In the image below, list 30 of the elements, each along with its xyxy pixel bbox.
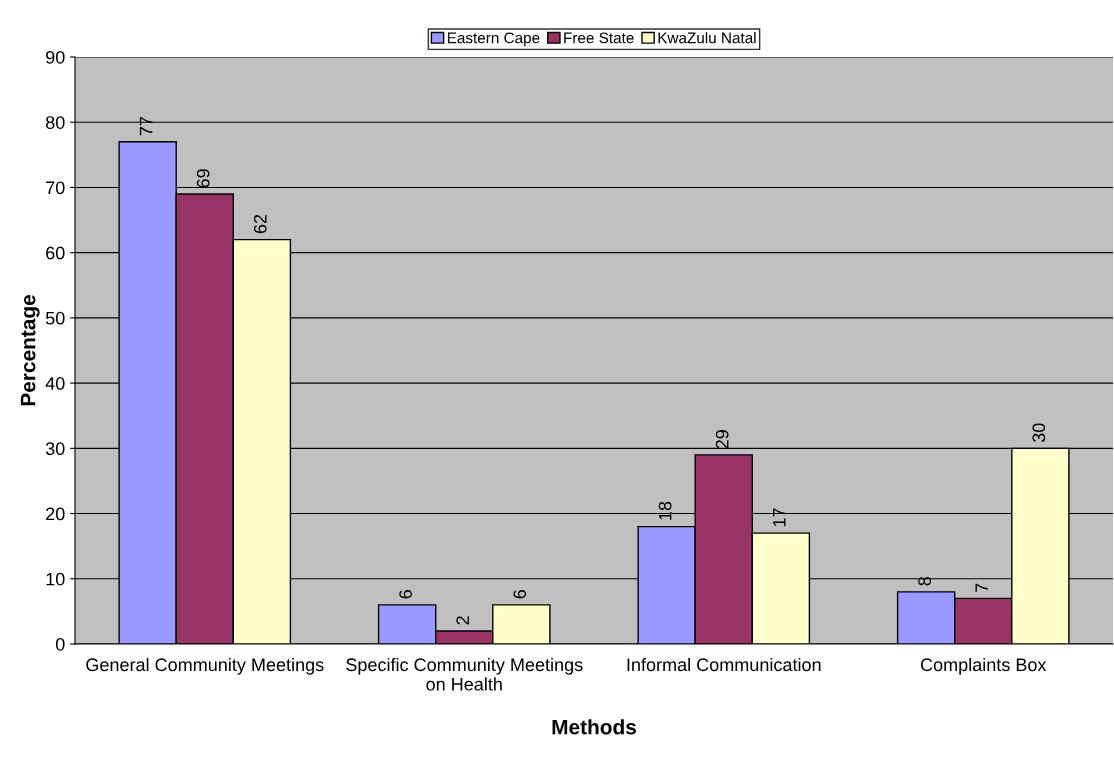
legend-label: KwaZulu Natal — [658, 32, 756, 44]
y-axis-title: Percentage — [20, 295, 40, 406]
data-label: 7 — [975, 583, 988, 592]
y-tick-label: 10 — [46, 572, 65, 586]
data-label: 29 — [715, 430, 729, 449]
data-label: 8 — [918, 577, 932, 586]
data-label: 69 — [196, 169, 210, 188]
data-label: 6 — [399, 590, 413, 599]
data-label: 18 — [658, 501, 672, 520]
y-tick-label: 50 — [45, 311, 65, 325]
data-label: 77 — [139, 117, 153, 136]
y-tick-label: 60 — [46, 246, 65, 260]
y-tick-label: 0 — [55, 637, 65, 651]
data-label: 30 — [1032, 423, 1046, 443]
y-tick-label: 30 — [45, 442, 65, 456]
data-label: 6 — [513, 590, 527, 599]
x-tick-label: Informal Communication — [627, 657, 821, 672]
data-label: 2 — [456, 616, 469, 625]
legend-label: Free State — [564, 32, 634, 44]
y-tick-label: 90 — [46, 50, 65, 64]
y-tick-label: 70 — [46, 181, 65, 195]
y-tick-label: 20 — [46, 507, 65, 521]
x-tick-label: General Community Meetings — [86, 657, 324, 675]
data-label: 62 — [253, 214, 267, 234]
legend-label: Eastern Cape — [447, 32, 540, 47]
x-axis-title: Methods — [552, 719, 636, 735]
y-tick-label: 80 — [45, 116, 65, 129]
x-tick-label: Specific Community Meetings on Health — [346, 657, 583, 691]
x-tick-label: Complaints Box — [920, 657, 1047, 675]
y-tick-label: 40 — [45, 377, 65, 390]
